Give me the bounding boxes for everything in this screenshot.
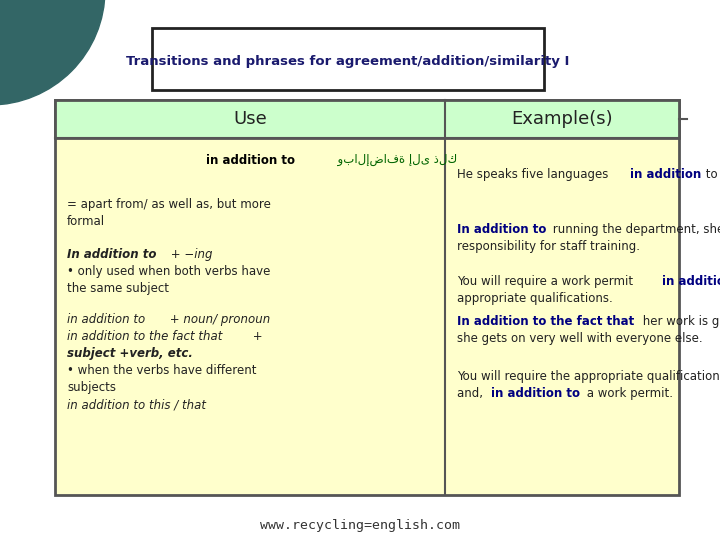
Circle shape <box>0 0 105 105</box>
Text: You will require a work permit: You will require a work permit <box>457 275 637 288</box>
Text: Use: Use <box>233 110 267 128</box>
Text: You will require the appropriate qualifications: You will require the appropriate qualifi… <box>457 370 720 383</box>
Text: +: + <box>249 330 263 343</box>
Text: In addition to the fact that: In addition to the fact that <box>457 315 634 328</box>
Text: www.recycling=english.com: www.recycling=english.com <box>260 518 460 531</box>
Bar <box>55 100 679 495</box>
Text: Transitions and phrases for agreement/addition/similarity I: Transitions and phrases for agreement/ad… <box>126 56 570 69</box>
Bar <box>55 100 679 138</box>
Text: she gets on very well with everyone else.: she gets on very well with everyone else… <box>457 332 703 345</box>
Text: and,: and, <box>457 387 487 400</box>
Text: = apart from/ as well as, but more: = apart from/ as well as, but more <box>67 198 271 211</box>
Text: In addition to: In addition to <box>457 223 546 236</box>
Text: in addition to this / that: in addition to this / that <box>67 398 206 411</box>
Text: a work permit.: a work permit. <box>583 387 673 400</box>
Text: in addition: in addition <box>630 168 701 181</box>
Text: appropriate qualifications.: appropriate qualifications. <box>457 292 613 305</box>
Text: the same subject: the same subject <box>67 282 169 295</box>
Text: + −ing: + −ing <box>167 248 212 261</box>
Text: In addition to: In addition to <box>67 248 156 261</box>
Text: • when the verbs have different: • when the verbs have different <box>67 364 256 377</box>
Text: to his own.: to his own. <box>702 168 720 181</box>
Text: running the department, she has: running the department, she has <box>549 223 720 236</box>
Text: her work is good,: her work is good, <box>639 315 720 328</box>
Text: Example(s): Example(s) <box>511 110 613 128</box>
Text: He speaks five languages: He speaks five languages <box>457 168 612 181</box>
Text: in addition to: in addition to <box>67 313 145 326</box>
Text: responsibility for staff training.: responsibility for staff training. <box>457 240 640 253</box>
Text: subjects: subjects <box>67 381 116 394</box>
Text: وبالإضافة إلى ذلك: وبالإضافة إلى ذلك <box>330 153 457 166</box>
Text: subject +verb, etc.: subject +verb, etc. <box>67 347 193 360</box>
Text: + noun/ pronoun: + noun/ pronoun <box>166 313 270 326</box>
Text: in addition to: in addition to <box>662 275 720 288</box>
Text: in addition to the fact that: in addition to the fact that <box>67 330 222 343</box>
Text: formal: formal <box>67 215 105 228</box>
Text: in addition to: in addition to <box>205 153 294 166</box>
Bar <box>152 28 544 90</box>
Text: • only used when both verbs have: • only used when both verbs have <box>67 265 271 278</box>
Text: in addition to: in addition to <box>491 387 580 400</box>
